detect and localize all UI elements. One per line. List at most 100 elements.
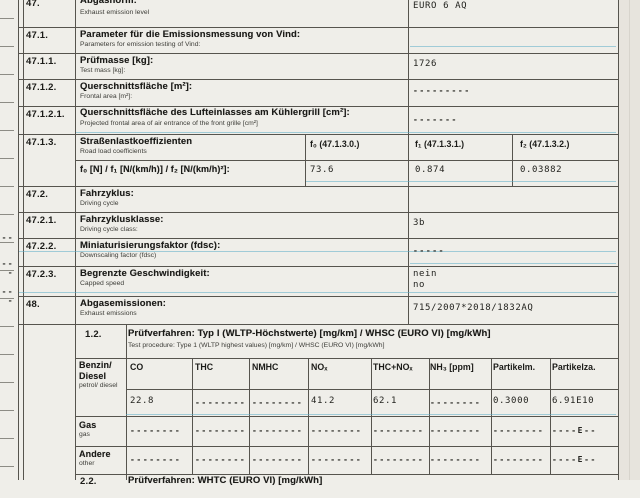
item-number: 47.1.2.1. xyxy=(26,109,65,120)
margin-dash-value: --- xyxy=(1,287,14,305)
row-47-2-2: 47.2.2. Miniaturisierungsfaktor (fdsc): … xyxy=(18,238,618,266)
row-1-2-test-procedure: 1.2. Prüfverfahren: Typ I (WLTP-Höchstwe… xyxy=(18,324,618,358)
emissions-row-andere: Andere other -------- -------- -------- … xyxy=(18,446,618,474)
label-en: Driving cycle class: xyxy=(80,226,138,233)
label-de: Querschnittsfläche [m²]: xyxy=(80,81,193,92)
label-de: Straßenlastkoeffizienten xyxy=(80,136,193,147)
column-header-f0: f₀ (47.1.3.0.) xyxy=(310,139,360,149)
scan-artifact-line xyxy=(19,251,616,252)
scan-artifact-line xyxy=(410,263,616,264)
column-header-nh3: NH₃ [ppm] xyxy=(430,362,474,372)
label-en: Road load coefficients xyxy=(80,148,147,155)
grid-line xyxy=(18,27,618,28)
grid-line xyxy=(18,296,618,297)
column-header-nmhc: NMHC xyxy=(252,362,279,372)
item-number: 47.1. xyxy=(26,30,49,41)
grid-line xyxy=(18,212,618,213)
label-en: Exhaust emission level xyxy=(80,9,150,16)
value-nox: -------- xyxy=(311,455,363,464)
grid-line xyxy=(18,106,618,107)
label-en: Test mass [kg]: xyxy=(80,67,126,74)
scan-artifact-line xyxy=(306,181,616,182)
value: --------- xyxy=(413,86,471,95)
value-partikelm: 0.3000 xyxy=(493,396,530,406)
label-de: Parameter für die Emissionsmessung von V… xyxy=(80,29,301,40)
row-47-2-3: 47.2.3. Begrenzte Geschwindigkeit: Cappe… xyxy=(18,266,618,296)
fuel-label-en: petrol/ diesel xyxy=(79,382,118,389)
column-header-f1: f₁ (47.1.3.1.) xyxy=(415,139,465,149)
value: ----- xyxy=(413,246,446,255)
label-en: Capped speed xyxy=(80,280,125,287)
row-2-2-test-procedure: 2.2. Prüfverfahren: WHTC (EURO VI) [mg/k… xyxy=(18,474,618,498)
column-header-thc: THC xyxy=(195,362,214,372)
label-de: Fahrzyklusklasse: xyxy=(80,214,164,225)
scan-artifact-line xyxy=(410,46,616,47)
label-en: Downscaling factor (fdsc) xyxy=(80,252,157,259)
label-de: Fahrzyklus: xyxy=(80,188,134,199)
label-de: Abgasnorm: xyxy=(80,0,137,6)
item-number: 47. xyxy=(26,0,40,9)
value-thc-nox: -------- xyxy=(373,426,425,435)
grid-line xyxy=(18,186,618,187)
grid-line xyxy=(408,0,409,324)
fuel-label-de: Benzin/ Diesel xyxy=(79,360,112,381)
column-header-partikelza: Partikelza. xyxy=(552,362,596,372)
item-number: 2.2. xyxy=(80,476,97,487)
row-47-2-1: 47.2.1. Fahrzyklusklasse: Driving cycle … xyxy=(18,212,618,238)
column-header-thc-nox: THC+NOₓ xyxy=(373,362,413,372)
label-de: Begrenzte Geschwindigkeit: xyxy=(80,268,210,279)
value-partikelm: -------- xyxy=(493,426,545,435)
label-en: Parameters for emission testing of Vind: xyxy=(80,41,201,48)
grid-line xyxy=(18,324,618,325)
emissions-row-benzin-diesel: 22.8 -------- -------- 41.2 62.1 -------… xyxy=(18,389,618,416)
value-co: 22.8 xyxy=(130,396,155,406)
road-load-formula: f₀ [N] / f₁ [N/(km/h)] / f₂ [N/(km/h)²]: xyxy=(80,164,230,174)
margin-ruled-lines xyxy=(0,18,14,480)
margin-dash-value: -- xyxy=(1,233,14,242)
value: 3b xyxy=(413,218,426,228)
grid-line xyxy=(618,0,619,480)
fuel-label-en: gas xyxy=(79,431,90,438)
page-edge-line xyxy=(629,0,630,480)
value-nox: 41.2 xyxy=(311,396,336,406)
item-number: 47.2.1. xyxy=(26,215,57,226)
item-number: 47.1.3. xyxy=(26,137,57,148)
row-47-1-2-1: 47.1.2.1. Querschnittsfläche des Luftein… xyxy=(18,106,618,134)
fuel-label-de: Andere xyxy=(79,449,111,459)
item-number: 47.2. xyxy=(26,189,49,200)
label-en: Test procedure: Type 1 (WLTP highest val… xyxy=(128,342,385,349)
value: 715/2007*2018/1832AQ xyxy=(413,303,534,313)
label-en: Projected frontal area of air entrance o… xyxy=(80,120,258,127)
row-47: 47. Abgasnorm: Exhaust emission level EU… xyxy=(18,0,618,27)
value-nmhc: -------- xyxy=(252,398,304,407)
value-thc: -------- xyxy=(195,455,247,464)
column-header-nox: NOₓ xyxy=(311,362,328,372)
grid-line xyxy=(18,266,618,267)
value: ------- xyxy=(413,115,458,124)
item-number: 47.1.2. xyxy=(26,82,57,93)
grid-line xyxy=(75,0,76,480)
grid-line xyxy=(23,0,24,480)
value-nh3: -------- xyxy=(430,398,482,407)
emissions-header-row: Benzin/ Diesel petrol/ diesel CO THC NMH… xyxy=(18,358,618,416)
value-f0: 73.6 xyxy=(310,165,335,175)
row-47-1-1: 47.1.1. Prüfmasse [kg]: Test mass [kg]: … xyxy=(18,53,618,79)
scan-artifact-line xyxy=(76,132,616,133)
grid-line xyxy=(18,53,618,54)
grid-line xyxy=(75,474,618,475)
value-nmhc: -------- xyxy=(252,426,304,435)
label-de: Miniaturisierungsfaktor (fdsc): xyxy=(80,240,221,251)
column-header-co: CO xyxy=(130,362,144,372)
label-en: Driving cycle xyxy=(80,200,119,207)
row-47-2: 47.2. Fahrzyklus: Driving cycle xyxy=(18,186,618,212)
label-de: Abgasemissionen: xyxy=(80,298,167,309)
margin-dash-value: --- xyxy=(1,259,14,277)
label-de: Prüfverfahren: Typ I (WLTP-Höchstwerte) … xyxy=(128,328,491,339)
row-47-1-3: 47.1.3. Straßenlastkoeffizienten Road lo… xyxy=(18,134,618,186)
item-number: 1.2. xyxy=(85,329,102,340)
value-co: -------- xyxy=(130,426,182,435)
label-de: Prüfverfahren: WHTC (EURO VI) [mg/kWh] xyxy=(128,475,323,486)
grid-line xyxy=(75,160,618,161)
label-en: Exhaust emissions xyxy=(80,310,137,317)
value: EURO 6 AQ xyxy=(413,1,468,11)
